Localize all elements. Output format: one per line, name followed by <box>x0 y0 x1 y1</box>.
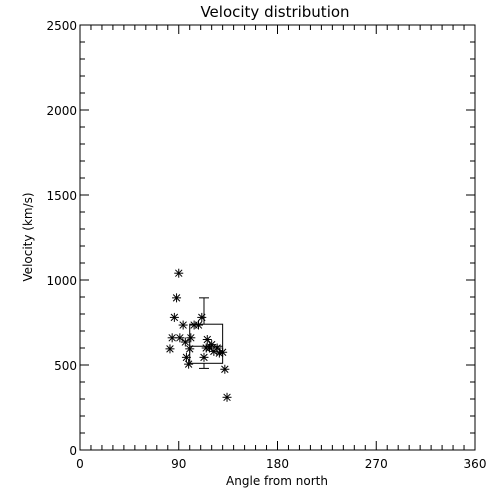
data-point <box>172 293 182 303</box>
y-tick-label: 1500 <box>46 189 77 203</box>
data-point <box>174 268 184 278</box>
y-tick-label: 0 <box>69 444 77 458</box>
x-tick-label: 90 <box>171 457 186 471</box>
data-point <box>207 340 217 350</box>
data-point <box>169 312 179 322</box>
data-point <box>167 333 177 343</box>
summary-box-rect <box>189 323 224 364</box>
y-tick-label: 2500 <box>46 19 77 33</box>
x-axis-label: Angle from north <box>226 474 328 488</box>
data-point <box>202 335 212 344</box>
y-axis-ticks <box>80 24 475 451</box>
x-axis-tick-labels: 0 90 180 270 360 <box>76 457 486 471</box>
data-points <box>165 268 232 402</box>
y-axis-tick-labels: 0 500 1000 1500 2000 2500 <box>46 19 77 458</box>
data-point <box>165 344 175 354</box>
data-point <box>184 359 194 369</box>
x-tick-label: 180 <box>266 457 289 471</box>
data-point <box>185 344 195 354</box>
x-tick-label: 270 <box>365 457 388 471</box>
y-tick-label: 2000 <box>46 104 77 118</box>
x-axis-ticks <box>79 25 476 450</box>
x-tick-label: 0 <box>76 457 84 471</box>
data-point <box>218 347 228 357</box>
data-point <box>197 312 207 322</box>
data-point <box>178 320 188 330</box>
data-point <box>199 352 209 362</box>
y-tick-label: 500 <box>54 359 77 373</box>
data-point <box>194 320 203 330</box>
data-point <box>220 364 230 374</box>
data-point <box>186 333 196 343</box>
chart-title: Velocity distribution <box>200 3 349 21</box>
data-point <box>180 337 190 347</box>
data-point <box>175 333 185 343</box>
y-axis-label: Velocity (km/s) <box>21 192 35 281</box>
data-point <box>222 392 232 402</box>
data-point <box>181 352 191 362</box>
x-tick-label: 360 <box>464 457 487 471</box>
y-tick-label: 1000 <box>46 274 77 288</box>
